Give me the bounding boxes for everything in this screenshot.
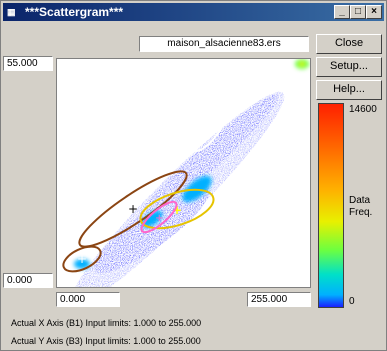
svg-text:+: +	[128, 202, 138, 216]
close-button[interactable]: Close	[316, 34, 382, 54]
close-window-button[interactable]: ×	[366, 5, 382, 19]
maximize-button[interactable]: □	[350, 5, 366, 19]
data-frequency-legend: 14600 Data Freq. 0	[316, 103, 382, 308]
window-title: ***Scattergram***	[25, 5, 124, 19]
svg-text:+: +	[172, 203, 182, 217]
legend-label-freq: Freq.	[349, 207, 373, 218]
legend-min-value: 0	[349, 296, 355, 307]
x-axis-max-field[interactable]: 255.000	[247, 292, 311, 307]
y-axis-max-field[interactable]: 55.000	[3, 56, 53, 71]
setup-button[interactable]: Setup...	[316, 57, 382, 77]
scatter-plot[interactable]: + + + + +	[56, 58, 311, 288]
legend-max-value: 14600	[349, 104, 377, 115]
ellipse-yellow[interactable]: +	[136, 182, 218, 236]
ellipse-pink[interactable]: +	[138, 197, 181, 236]
scattergram-app-icon[interactable]: ▦	[7, 7, 16, 17]
svg-text:+: +	[77, 252, 87, 266]
file-name-field: maison_alsacienne83.ers	[139, 36, 309, 52]
title-bar[interactable]: ▦ ***Scattergram*** _ □ ×	[3, 3, 384, 21]
x-axis-limits-text: Actual X Axis (B1) Input limits: 1.000 t…	[11, 318, 202, 328]
svg-text:+: +	[155, 213, 163, 224]
color-ramp	[318, 103, 344, 308]
y-axis-min-field[interactable]: 0.000	[3, 273, 53, 288]
svg-text:+: +	[204, 118, 214, 132]
scatter-plot-canvas: + + + + +	[60, 59, 309, 287]
x-axis-min-field[interactable]: 0.000	[56, 292, 120, 307]
ellipse-white[interactable]: +	[183, 93, 236, 156]
minimize-button[interactable]: _	[334, 5, 350, 19]
ellipse-small-brown[interactable]: +	[60, 241, 105, 276]
help-button[interactable]: Help...	[316, 80, 382, 100]
scatter-cloud	[69, 91, 285, 287]
class-ellipses: + + + + +	[60, 93, 236, 276]
legend-label-data: Data	[349, 195, 371, 206]
y-axis-limits-text: Actual Y Axis (B3) Input limits: 1.000 t…	[11, 336, 201, 346]
